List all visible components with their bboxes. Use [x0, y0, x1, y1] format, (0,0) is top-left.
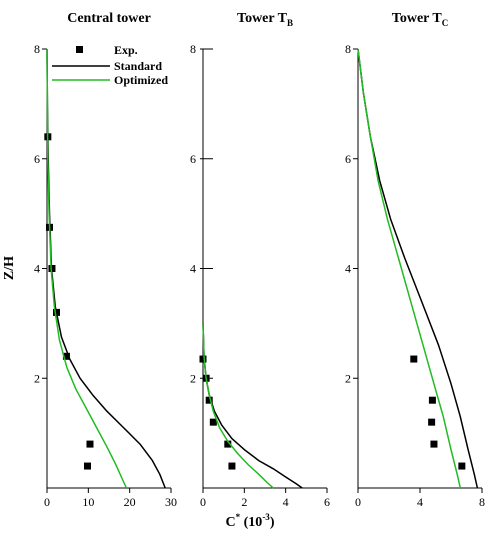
data-point-exp: [199, 355, 207, 363]
panel-title-sub: C: [442, 18, 449, 28]
y-tick-label: 8: [190, 42, 196, 56]
x-tick-label: 30: [165, 495, 177, 509]
y-tick-label: 8: [345, 42, 351, 56]
x-axis-title: C* (10-3): [226, 512, 275, 530]
y-tick-label: 4: [345, 262, 351, 276]
data-point-exp: [62, 352, 70, 360]
panel-title-main: Central tower: [67, 11, 151, 26]
legend: Exp. Standard Optimized: [52, 43, 168, 87]
legend-label-standard: Standard: [114, 59, 162, 73]
data-point-exp: [428, 418, 436, 426]
panel-3: Tower TC 2 4 6 8 0 4 8: [345, 11, 485, 509]
x-tick-label: 0: [200, 495, 206, 509]
panel-1: Central tower 2 4 6 8 0 10 20 30: [34, 11, 177, 509]
y-tick-label: 4: [190, 262, 196, 276]
y-tick-label: 2: [345, 371, 351, 385]
data-point-exp: [209, 418, 217, 426]
data-point-exp: [84, 462, 92, 470]
legend-label-exp: Exp.: [114, 43, 138, 57]
x-tick-label: 10: [82, 495, 94, 509]
data-point-exp: [428, 396, 436, 404]
panel-title-main: Tower T: [392, 11, 443, 26]
legend-marker-exp: [76, 46, 83, 53]
panel-title: Tower TB: [237, 11, 293, 28]
series-line-standard: [46, 48, 166, 489]
y-tick-label: 8: [34, 42, 40, 56]
panel-title: Tower TC: [392, 11, 448, 28]
x-tick-label: 20: [124, 495, 136, 509]
series-line-standard: [202, 323, 303, 489]
x-axis-title-sup: *: [236, 512, 241, 522]
y-tick-label: 2: [34, 371, 40, 385]
data-point-exp: [458, 462, 466, 470]
x-axis-title-unit: (10: [240, 515, 262, 530]
y-tick-label: 6: [190, 152, 196, 166]
panel-title: Central tower: [67, 11, 151, 26]
series-line-optimized: [46, 48, 128, 489]
x-tick-label: 4: [417, 495, 423, 509]
panel-2: Tower TB 2 4 6 8 0 2 4 6: [190, 11, 330, 509]
x-tick-label: 0: [44, 495, 50, 509]
data-point-exp: [228, 462, 236, 470]
data-point-exp: [205, 396, 213, 404]
x-tick-label: 2: [241, 495, 247, 509]
panel-title-main: Tower T: [237, 11, 288, 26]
data-point-exp: [410, 355, 418, 363]
panel-title-sub: B: [287, 18, 293, 28]
x-tick-label: 0: [355, 495, 361, 509]
x-tick-label: 8: [479, 495, 485, 509]
data-point-exp: [430, 440, 438, 448]
y-tick-label: 2: [190, 371, 196, 385]
series-line-optimized: [357, 48, 462, 489]
x-tick-label: 4: [283, 495, 289, 509]
y-tick-label: 6: [34, 152, 40, 166]
y-tick-label: 4: [34, 262, 40, 276]
x-axis-title-close: ): [270, 515, 275, 530]
y-tick-label: 6: [345, 152, 351, 166]
series-line-optimized: [202, 323, 274, 489]
x-axis-title-main: C: [226, 515, 236, 530]
data-point-exp: [86, 440, 94, 448]
y-axis-title: Z/H: [2, 256, 17, 280]
legend-label-optimized: Optimized: [114, 73, 168, 87]
x-axis-title-unit-sup: -3: [262, 512, 270, 522]
data-point-exp: [224, 440, 232, 448]
series-line-standard: [357, 48, 479, 489]
x-tick-label: 6: [324, 495, 330, 509]
